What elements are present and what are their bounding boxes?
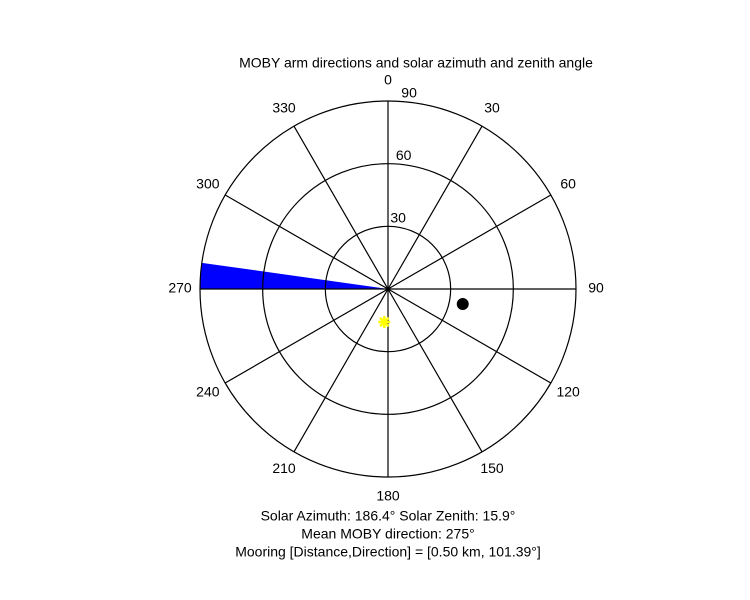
annotation: Mooring [Distance,Direction] = [0.50 km,…: [235, 544, 541, 560]
arm-wedge: [200, 262, 388, 289]
grid-spoke: [387, 194, 552, 290]
theta-tick-label: 0: [384, 72, 392, 88]
theta-tick-label: 30: [484, 100, 500, 116]
grid-spoke: [224, 194, 389, 290]
theta-tick-label: 240: [196, 384, 220, 400]
r-tick-label: 90: [401, 84, 417, 100]
theta-tick-label: 90: [588, 280, 604, 296]
theta-tick-label: 180: [376, 488, 400, 504]
annotation: Solar Azimuth: 186.4° Solar Zenith: 15.9…: [261, 508, 516, 524]
theta-tick-label: 150: [480, 460, 504, 476]
sun-marker: [378, 316, 391, 329]
mooring-marker: [456, 298, 469, 311]
grid-spoke: [293, 125, 389, 290]
theta-tick-label: 300: [196, 176, 220, 192]
annotation: Mean MOBY direction: 275°: [301, 526, 474, 542]
r-tick-label: 30: [390, 209, 406, 225]
grid-spoke: [293, 288, 389, 453]
theta-tick-label: 120: [556, 384, 580, 400]
grid-spoke: [387, 288, 483, 453]
sun-marker-stroke: [379, 316, 390, 328]
theta-tick-label: 60: [560, 176, 576, 192]
theta-tick-label: 210: [272, 460, 296, 476]
chart-title: MOBY arm directions and solar azimuth an…: [239, 55, 593, 71]
grid-spoke: [387, 288, 552, 384]
grid-spoke: [387, 125, 483, 290]
theta-tick-label: 270: [168, 280, 192, 296]
r-tick-label: 60: [396, 147, 412, 163]
theta-tick-label: 330: [272, 100, 296, 116]
grid-spoke: [224, 288, 389, 384]
